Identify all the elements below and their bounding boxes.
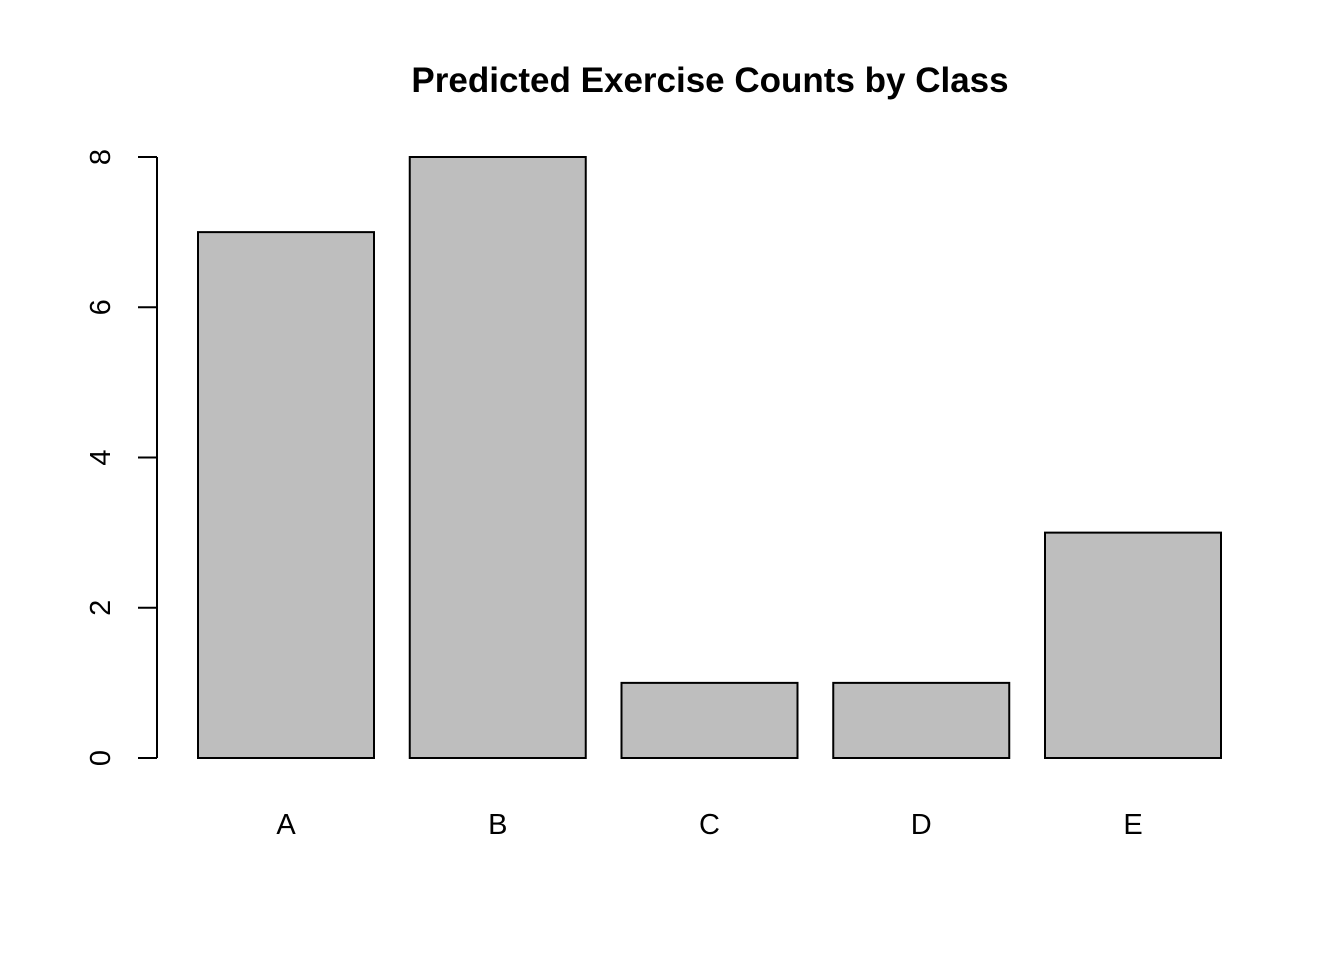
y-axis: 0 2 4 6 8 (85, 149, 158, 766)
bar-A (197, 231, 375, 759)
y-tick-label: 4 (85, 449, 117, 465)
y-tick-label: 0 (85, 750, 117, 766)
x-axis-labels: A B C D E (276, 809, 1142, 841)
bar-C (620, 681, 799, 759)
x-tick-label: D (911, 809, 932, 841)
y-tick-label: 6 (85, 299, 117, 315)
chart-title: Predicted Exercise Counts by Class (411, 61, 1008, 100)
bar-E (1044, 531, 1222, 759)
bar-B (408, 156, 587, 759)
x-tick-label: A (276, 809, 296, 841)
bars (197, 156, 1222, 759)
x-tick-label: E (1123, 809, 1142, 841)
x-tick-label: C (699, 809, 720, 841)
bar-D (832, 681, 1011, 759)
y-tick-label: 2 (85, 600, 117, 616)
y-tick-label: 8 (85, 149, 117, 165)
x-tick-label: B (488, 809, 507, 841)
